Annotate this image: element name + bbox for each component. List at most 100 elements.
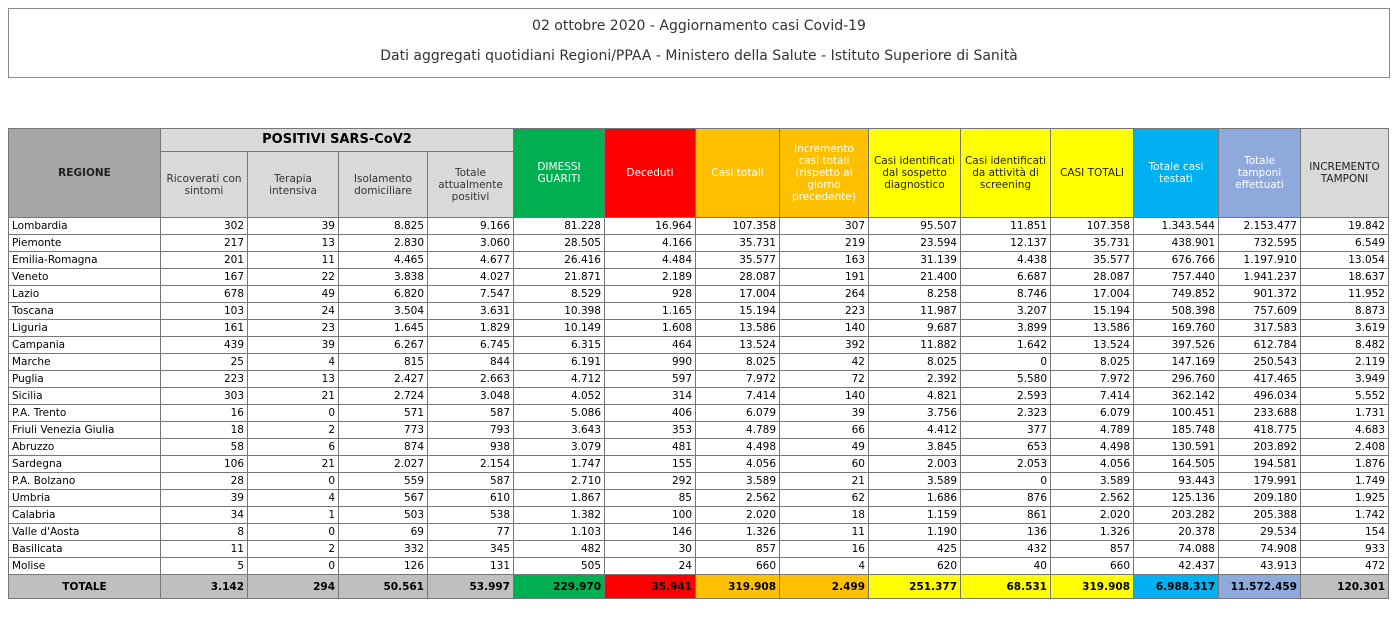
cell: 620 xyxy=(868,557,961,575)
cell: 2.562 xyxy=(695,489,780,507)
cell: 3.048 xyxy=(427,387,514,405)
cell: 8.746 xyxy=(960,285,1051,303)
cell: 587 xyxy=(427,472,514,490)
region-name: Puglia xyxy=(8,370,161,388)
cell: 4.712 xyxy=(513,370,605,388)
cell: 4.027 xyxy=(427,268,514,286)
cell: 8.873 xyxy=(1300,302,1389,320)
cell: 140 xyxy=(779,387,869,405)
region-name: Calabria xyxy=(8,506,161,524)
column-header: CASI TOTALI xyxy=(1050,128,1134,218)
cell: 35.577 xyxy=(1050,251,1134,269)
cell: 3.643 xyxy=(513,421,605,439)
cell: 1.326 xyxy=(695,523,780,541)
cell: 8.529 xyxy=(513,285,605,303)
title: 02 ottobre 2020 - Aggiornamento casi Cov… xyxy=(532,18,866,34)
cell: 1.749 xyxy=(1300,472,1389,490)
cell: 25 xyxy=(160,353,248,371)
cell: 1.159 xyxy=(868,506,961,524)
cell: 5.552 xyxy=(1300,387,1389,405)
cell: 49 xyxy=(779,438,869,456)
cell: 4.498 xyxy=(695,438,780,456)
cell: 567 xyxy=(338,489,428,507)
cell: 587 xyxy=(427,404,514,422)
region-name: Umbria xyxy=(8,489,161,507)
cell: 353 xyxy=(604,421,696,439)
cell: 163 xyxy=(779,251,869,269)
cell: 34 xyxy=(160,506,248,524)
cell: 3.756 xyxy=(868,404,961,422)
cell: 4.683 xyxy=(1300,421,1389,439)
cell: 8.025 xyxy=(868,353,961,371)
table-row: Friuli Venezia Giulia 18 2 773 793 3.643 353 4.… xyxy=(8,421,1389,439)
cell: 3.838 xyxy=(338,268,428,286)
cell: 3.589 xyxy=(695,472,780,490)
cell: 2.020 xyxy=(695,506,780,524)
total-cell: 68.531 xyxy=(960,574,1051,599)
cell: 10.398 xyxy=(513,302,605,320)
cell: 933 xyxy=(1300,540,1389,558)
cell: 13 xyxy=(247,234,339,252)
region-name: Basilicata xyxy=(8,540,161,558)
cell: 11.987 xyxy=(868,302,961,320)
table-row: Basilicata 11 2 332 345 482 30 857 16 425 432 857 74… xyxy=(8,540,1389,558)
cell: 203.892 xyxy=(1218,438,1301,456)
cell: 3.619 xyxy=(1300,319,1389,337)
cell: 21.871 xyxy=(513,268,605,286)
cell: 773 xyxy=(338,421,428,439)
cell: 2.593 xyxy=(960,387,1051,405)
cell: 1.645 xyxy=(338,319,428,337)
cell: 17.004 xyxy=(1050,285,1134,303)
cell: 66 xyxy=(779,421,869,439)
cell: 4.056 xyxy=(1050,455,1134,473)
cell: 13.054 xyxy=(1300,251,1389,269)
column-header: Totale casi testati xyxy=(1133,128,1219,218)
cell: 155 xyxy=(604,455,696,473)
cell: 29.534 xyxy=(1218,523,1301,541)
cell: 4 xyxy=(247,489,339,507)
cell: 7.972 xyxy=(1050,370,1134,388)
cell: 678 xyxy=(160,285,248,303)
cell: 938 xyxy=(427,438,514,456)
cell: 793 xyxy=(427,421,514,439)
cell: 21 xyxy=(779,472,869,490)
cell: 397.526 xyxy=(1133,336,1219,354)
cell: 1.326 xyxy=(1050,523,1134,541)
cell: 24 xyxy=(247,302,339,320)
cell: 39 xyxy=(779,404,869,422)
cell: 13.524 xyxy=(1050,336,1134,354)
cell: 1.867 xyxy=(513,489,605,507)
cell: 22 xyxy=(247,268,339,286)
cell: 314 xyxy=(604,387,696,405)
cell: 12.137 xyxy=(960,234,1051,252)
cell: 2.027 xyxy=(338,455,428,473)
cell: 100.451 xyxy=(1133,404,1219,422)
column-header: Totale attualmente positivi xyxy=(427,151,514,218)
cell: 8.025 xyxy=(695,353,780,371)
cell: 676.766 xyxy=(1133,251,1219,269)
cell: 191 xyxy=(779,268,869,286)
total-cell: 294 xyxy=(247,574,339,599)
cell: 28.505 xyxy=(513,234,605,252)
cell: 35.731 xyxy=(695,234,780,252)
total-cell: 35.941 xyxy=(604,574,696,599)
cell: 4.789 xyxy=(1050,421,1134,439)
table-row: Sardegna 106 21 2.027 2.154 1.747 155 4.056 60 2.… xyxy=(8,455,1389,473)
cell: 732.595 xyxy=(1218,234,1301,252)
header-row: REGIONE POSITIVI SARS-CoV2 DIMESSI GUARITI… xyxy=(8,127,1389,218)
cell: 205.388 xyxy=(1218,506,1301,524)
cell: 4.052 xyxy=(513,387,605,405)
group-header: POSITIVI SARS-CoV2 xyxy=(160,127,514,153)
cell: 481 xyxy=(604,438,696,456)
cell: 1.941.237 xyxy=(1218,268,1301,286)
region-name: Piemonte xyxy=(8,234,161,252)
table-row: Umbria 39 4 567 610 1.867 85 2.562 62 1.686 876 2.5… xyxy=(8,489,1389,507)
cell: 4.465 xyxy=(338,251,428,269)
cell: 85 xyxy=(604,489,696,507)
cell: 60 xyxy=(779,455,869,473)
cell: 1.103 xyxy=(513,523,605,541)
total-label: TOTALE xyxy=(8,574,161,599)
cell: 233.688 xyxy=(1218,404,1301,422)
cell: 2.020 xyxy=(1050,506,1134,524)
